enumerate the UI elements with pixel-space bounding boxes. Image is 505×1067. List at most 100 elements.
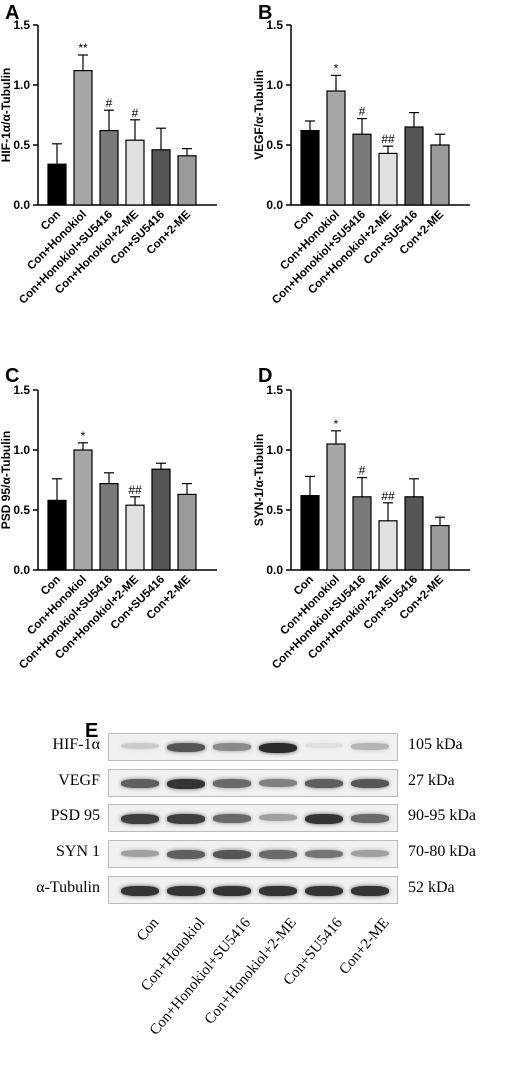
y-tick-label: 1.5 bbox=[13, 383, 30, 397]
y-tick-label: 0.5 bbox=[266, 138, 283, 152]
kda-label: 70-80 kDa bbox=[408, 843, 476, 860]
blot-band bbox=[167, 850, 205, 859]
blot-band bbox=[351, 743, 389, 750]
bar bbox=[430, 524, 450, 571]
blot-band bbox=[351, 779, 389, 789]
blot-band bbox=[121, 850, 159, 858]
bar bbox=[151, 468, 171, 571]
bar bbox=[326, 90, 346, 206]
significance-label: ## bbox=[381, 489, 395, 503]
blot-band bbox=[305, 814, 343, 825]
y-axis-label: PSD 95/α-Tubulin bbox=[0, 431, 13, 530]
blot-band bbox=[213, 779, 251, 788]
bar bbox=[99, 130, 119, 206]
y-tick-label: 1.0 bbox=[266, 78, 283, 92]
significance-label: ** bbox=[78, 41, 88, 55]
bar bbox=[177, 155, 197, 206]
blot-strip bbox=[108, 733, 398, 761]
y-tick-label: 0.5 bbox=[13, 138, 30, 152]
panel-letter-c: C bbox=[5, 365, 20, 387]
bar bbox=[47, 163, 67, 206]
bar bbox=[352, 496, 372, 571]
blot-band bbox=[213, 850, 251, 860]
y-tick-label: 1.5 bbox=[266, 18, 283, 32]
y-tick-label: 0.0 bbox=[266, 198, 283, 212]
y-tick-label: 0.0 bbox=[266, 563, 283, 577]
chart-B: 0.00.51.01.5VEGF/α-TubulinCon*Con+Honoki… bbox=[252, 18, 470, 307]
significance-label: # bbox=[106, 96, 113, 110]
bar bbox=[300, 495, 320, 571]
protein-label: HIF-1α bbox=[52, 736, 101, 753]
y-axis-label: HIF-1α/α-Tubulin bbox=[0, 68, 13, 163]
blot-band bbox=[351, 814, 389, 823]
blot-band bbox=[121, 886, 159, 897]
y-tick-label: 0.5 bbox=[266, 503, 283, 517]
protein-label: PSD 95 bbox=[50, 807, 100, 824]
protein-label: VEGF bbox=[58, 772, 100, 789]
lane-label: Con bbox=[133, 915, 163, 945]
y-tick-label: 1.5 bbox=[13, 18, 30, 32]
bar bbox=[404, 126, 424, 206]
blot-band bbox=[305, 779, 343, 788]
bar bbox=[404, 496, 424, 571]
y-tick-label: 0.0 bbox=[13, 198, 30, 212]
blot-strip bbox=[108, 769, 398, 797]
y-axis-label: SYN-1/α-Tubulin bbox=[252, 434, 266, 526]
kda-label: 27 kDa bbox=[408, 772, 455, 789]
kda-label: 52 kDa bbox=[408, 879, 455, 896]
significance-label: # bbox=[359, 464, 366, 478]
blot-band bbox=[121, 814, 159, 824]
bar bbox=[73, 69, 93, 206]
blot-band bbox=[167, 814, 205, 824]
blot-band bbox=[259, 814, 297, 822]
chart-A: 0.00.51.01.5HIF-1α/α-TubulinCon**Con+Hon… bbox=[0, 18, 217, 307]
y-tick-label: 1.0 bbox=[266, 443, 283, 457]
blot-band bbox=[305, 886, 343, 897]
chart-D: 0.00.51.01.5SYN-1/α-TubulinCon*Con+Honok… bbox=[252, 383, 470, 672]
y-tick-label: 1.0 bbox=[13, 78, 30, 92]
blot-band bbox=[167, 779, 205, 790]
kda-label: 105 kDa bbox=[408, 736, 463, 753]
bar bbox=[300, 130, 320, 206]
blot-strip bbox=[108, 804, 398, 832]
panel-letter-e: E bbox=[85, 720, 99, 742]
blot-band bbox=[213, 814, 251, 823]
bar bbox=[99, 483, 119, 571]
bar bbox=[47, 499, 67, 571]
western-blot-panel: HIF-1α 105 kDa VEGF 27 kDa PSD 95 90-95 kDa SY… bbox=[0, 700, 505, 1067]
y-tick-label: 0.5 bbox=[13, 503, 30, 517]
significance-label: * bbox=[334, 61, 339, 75]
y-tick-label: 0.0 bbox=[13, 563, 30, 577]
blot-band bbox=[305, 850, 343, 859]
blot-band bbox=[121, 779, 159, 788]
protein-label: SYN 1 bbox=[55, 843, 100, 860]
protein-label: α-Tubulin bbox=[36, 879, 100, 896]
kda-label: 90-95 kDa bbox=[408, 807, 476, 824]
blot-band bbox=[351, 886, 389, 897]
significance-label: ## bbox=[381, 132, 395, 146]
significance-label: * bbox=[81, 429, 86, 443]
significance-label: ## bbox=[128, 483, 142, 497]
bar bbox=[125, 504, 145, 571]
y-tick-label: 1.0 bbox=[13, 443, 30, 457]
significance-label: # bbox=[132, 106, 139, 120]
bar bbox=[378, 520, 398, 571]
blot-band bbox=[259, 850, 297, 859]
bar-charts-svg: 0.00.51.01.5HIF-1α/α-TubulinCon**Con+Hon… bbox=[0, 18, 470, 672]
blot-band bbox=[213, 743, 251, 751]
significance-label: # bbox=[359, 105, 366, 119]
bar bbox=[73, 449, 93, 571]
blot-band bbox=[351, 850, 389, 858]
blot-band bbox=[167, 886, 205, 897]
blot-strip bbox=[108, 840, 398, 868]
bar bbox=[430, 144, 450, 206]
panel-letter-b: B bbox=[258, 2, 273, 24]
bar bbox=[151, 149, 171, 206]
bar bbox=[177, 493, 197, 571]
bar bbox=[352, 133, 372, 206]
y-axis-label: VEGF/α-Tubulin bbox=[252, 70, 266, 160]
significance-label: * bbox=[334, 417, 339, 431]
bar bbox=[378, 152, 398, 206]
panel-letter-d: D bbox=[258, 365, 273, 387]
